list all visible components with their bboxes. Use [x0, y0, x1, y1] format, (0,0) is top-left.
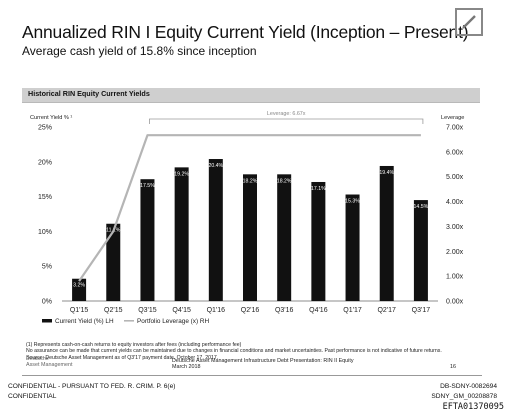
y-left-tick-label: 10%: [38, 229, 52, 236]
y-right-tick-label: 0.00x: [446, 299, 464, 306]
yield-bar-label: 17.1%: [311, 186, 326, 192]
yield-bar-label: 3.2%: [73, 283, 85, 289]
footer-doc: Deutsche Asset Management Infrastructure…: [172, 358, 354, 371]
bates-number-db: DB-SDNY-0082694: [440, 383, 497, 390]
x-tick-label: Q1'17: [343, 307, 362, 314]
yield-bar-label: 19.4%: [379, 170, 394, 176]
footer-doc-date: March 2018: [172, 364, 201, 371]
x-tick-label: Q4'15: [172, 307, 191, 314]
x-tick-label: Q3'17: [412, 307, 431, 314]
footer-doc-title: Deutsche Asset Management Infrastructure…: [172, 358, 354, 364]
footnote-2: No assurance can be made that current yi…: [26, 348, 442, 355]
x-tick-label: Q2'16: [241, 307, 260, 314]
x-tick-label: Q3'15: [138, 307, 157, 314]
y-left-tick-label: 0%: [42, 299, 52, 306]
x-tick-label: Q4'16: [309, 307, 328, 314]
footnotes: (1) Represents cash-on-cash returns to e…: [26, 342, 442, 361]
yield-bar: [243, 174, 257, 301]
leverage-line: [78, 134, 421, 282]
confidential-notice: CONFIDENTIAL - PURSUANT TO FED. R. CRIM.…: [8, 383, 176, 390]
page-subtitle: Average cash yield of 15.8% since incept…: [22, 44, 257, 58]
yield-bar-label: 19.2%: [174, 171, 189, 177]
yield-bar: [174, 167, 189, 301]
x-tick-label: Q3'16: [275, 307, 294, 314]
section-title: Historical RIN Equity Current Yields: [28, 89, 150, 98]
yield-bar: [413, 200, 428, 301]
y-right-axis-title: Leverage: [441, 115, 464, 121]
yield-bar: [345, 194, 360, 301]
footer-divider: [22, 375, 482, 376]
yield-bar: [311, 181, 326, 301]
footnote-1: (1) Represents cash-on-cash returns to e…: [26, 342, 242, 348]
y-left-tick-label: 5%: [42, 264, 52, 271]
y-right-tick-label: 3.00x: [446, 224, 464, 231]
footer-brand-line2: Asset Management: [26, 362, 73, 369]
y-right-tick-label: 4.00x: [446, 199, 464, 206]
yield-bar-label: 18.2%: [243, 178, 258, 184]
bates-number-sdny: SDNY_GM_00208878: [431, 393, 497, 400]
yield-bar-label: 18.2%: [277, 178, 292, 184]
yield-bar: [72, 278, 87, 301]
footnote-source: Source: Deutsche Asset Management as of …: [26, 354, 219, 361]
yield-bar: [277, 174, 292, 301]
legend-swatch-yield: [42, 319, 52, 323]
leverage-annotation: Leverage: 6.67x: [267, 111, 306, 117]
yield-bar: [106, 223, 121, 301]
yield-bar: [379, 165, 394, 301]
yield-bar-label: 14.5%: [414, 204, 429, 210]
legend-label-leverage: Portfolio Leverage (x) RH: [137, 318, 209, 325]
y-left-tick-label: 20%: [38, 159, 52, 166]
yield-bar: [208, 159, 223, 301]
page-title: Annualized RIN I Equity Current Yield (I…: [22, 22, 469, 42]
yield-bar: [140, 179, 155, 301]
leverage-bracket: [149, 118, 424, 124]
section-header: Historical RIN Equity Current Yields: [22, 88, 480, 103]
x-tick-label: Q2'17: [377, 307, 396, 314]
legend-label-yield: Current Yield (%) LH: [55, 318, 114, 325]
y-right-tick-label: 7.00x: [446, 125, 464, 132]
y-left-tick-label: 25%: [38, 125, 52, 132]
yield-bar-label: 15.3%: [345, 199, 360, 205]
yield-bar-label: 20.4%: [208, 163, 223, 169]
x-tick-label: Q1'16: [207, 307, 226, 314]
deutsche-bank-logo-icon: [455, 8, 483, 36]
efta-number: EFTA01370095: [442, 402, 504, 412]
y-right-tick-label: 2.00x: [446, 249, 464, 256]
y-left-tick-label: 15%: [38, 194, 52, 201]
y-left-axis-title: Current Yield % ¹: [30, 115, 72, 121]
confidential-label: CONFIDENTIAL: [8, 393, 57, 400]
footer-brand-line1: Deutsche: [26, 356, 49, 362]
x-tick-label: Q2'15: [104, 307, 123, 314]
x-tick-label: Q1'15: [70, 307, 89, 314]
y-right-tick-label: 1.00x: [446, 274, 464, 281]
footer-brand: Deutsche Asset Management: [26, 356, 72, 369]
y-right-tick-label: 5.00x: [446, 174, 464, 181]
yield-bar-label: 17.5%: [140, 183, 155, 189]
page-number: 16: [450, 364, 456, 370]
y-right-tick-label: 6.00x: [446, 149, 464, 156]
